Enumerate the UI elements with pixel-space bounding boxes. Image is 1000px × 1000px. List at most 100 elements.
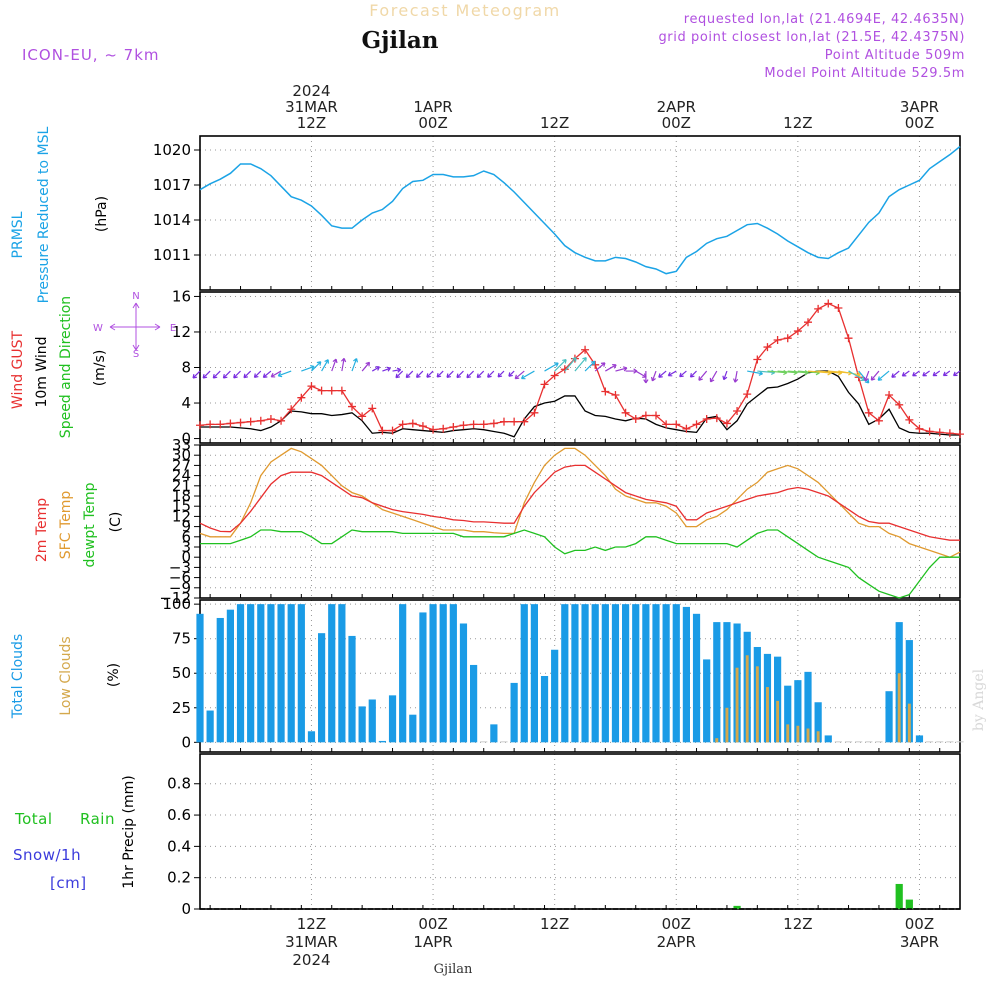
y-tick-label: 0.8	[167, 775, 191, 793]
low-cloud-bar	[806, 728, 810, 743]
wind-gust-marker	[550, 371, 559, 380]
temp-sfc-label: SFC Temp	[58, 491, 74, 560]
wind-gust-marker	[358, 412, 367, 421]
wind-direction-arrow	[520, 370, 535, 380]
y-tick-label: 1014	[153, 211, 191, 229]
wind-gust-marker	[925, 427, 934, 436]
y-tick-label: −9	[169, 579, 191, 597]
wind-gust-marker	[317, 386, 326, 395]
wind-gust-marker	[753, 355, 762, 364]
top-time-label: 12Z	[540, 114, 569, 132]
wind-unit: (m/s)	[92, 350, 108, 387]
wind-direction-arrow	[487, 370, 495, 378]
total-cloud-bar	[338, 604, 346, 743]
bottom-time-label: 3APR	[900, 933, 939, 951]
total-cloud-bar	[723, 622, 731, 743]
wind-direction-arrow	[508, 370, 515, 377]
wind-gust-marker	[945, 429, 954, 438]
total-cloud-bar	[490, 724, 498, 743]
low-cloud-bar	[745, 655, 749, 743]
total-cloud-bar	[672, 604, 680, 743]
total-cloud-bar	[662, 604, 670, 743]
wind-direction-arrow	[192, 370, 201, 379]
total-cloud-bar	[267, 604, 275, 743]
top-time-label: 12Z	[783, 114, 812, 132]
wind-gust-marker	[793, 327, 802, 336]
total-cloud-bar	[652, 604, 660, 743]
y-tick-label: 27	[172, 456, 191, 474]
low-cloud-bar	[776, 700, 780, 743]
bottom-time-label: 12Z	[783, 915, 812, 933]
precip-bar	[733, 905, 741, 909]
wind-direction-arrow	[643, 371, 649, 384]
wind-gust-marker	[388, 426, 397, 435]
clouds-unit: (%)	[106, 663, 122, 687]
chart-title: Forecast Meteogram	[369, 1, 560, 20]
y-tick-label: 25	[172, 699, 191, 717]
wind-gust-marker	[196, 421, 204, 430]
y-tick-label: 75	[172, 630, 191, 648]
wind-direction-arrow	[891, 370, 900, 378]
pressure-unit: (hPa)	[94, 196, 110, 232]
wind-direction-arrow	[392, 367, 402, 373]
top-time-label: 3APR	[900, 98, 939, 116]
wind-gust-marker	[712, 414, 721, 423]
bottom-time-label: 00Z	[662, 915, 691, 933]
wind-gust-marker	[398, 420, 407, 429]
wind-gust-marker	[733, 407, 742, 416]
low-cloud-bar	[816, 731, 820, 743]
wind-gust-marker	[682, 424, 691, 433]
total-cloud-bar	[358, 706, 366, 743]
wind-gust-marker	[814, 304, 823, 313]
bottom-time-label: 31MAR	[285, 933, 338, 951]
dewpoint-label: dewpt Temp	[82, 482, 98, 567]
compass-east: E	[170, 323, 176, 334]
wind-gust-marker	[418, 422, 427, 431]
bottom-time-label: 2024	[292, 951, 330, 969]
temp-2m-line	[199, 464, 960, 541]
total-cloud-bar	[956, 741, 964, 743]
wind-gust-label: Wind GUST	[10, 330, 26, 409]
wind-direction-arrow	[262, 370, 272, 378]
wind-direction-arrow	[877, 370, 890, 381]
wind-gust-marker	[287, 405, 296, 414]
y-tick-label: 15	[172, 497, 191, 515]
y-tick-label: 1017	[153, 176, 191, 194]
y-tick-label: 0.4	[167, 837, 191, 855]
total-cloud-bar	[318, 633, 326, 743]
low-cloud-bar	[755, 666, 759, 743]
wind-direction-arrow	[901, 370, 910, 377]
wind-gust-marker	[560, 365, 569, 374]
y-tick-label: 18	[172, 487, 191, 505]
total-cloud-bar	[713, 622, 721, 743]
wind-gust-marker	[601, 387, 610, 396]
wind-gust-marker	[834, 303, 843, 312]
total-cloud-bar	[500, 741, 508, 743]
y-tick-label: 0	[181, 733, 191, 751]
wind-direction-arrow	[497, 370, 505, 378]
wind-10m-label: 10m Wind	[34, 336, 50, 407]
precip-snow-unit: [cm]	[50, 874, 87, 892]
wind-direction-arrow	[202, 370, 211, 379]
total-cloud-bar	[419, 612, 427, 743]
wind-direction-arrow	[466, 370, 475, 379]
wind-speed-line	[200, 370, 960, 438]
top-time-label: 2024	[292, 82, 330, 100]
bottom-time-label: 00Z	[905, 915, 934, 933]
wind-direction-arrow	[321, 359, 329, 372]
total-cloud-bar	[936, 741, 944, 743]
wind-direction-arrow	[635, 370, 647, 378]
wind-gust-marker	[662, 420, 671, 429]
wind-direction-arrow	[514, 370, 525, 380]
wind-direction-arrow	[848, 370, 866, 382]
low-cloud-bar	[766, 687, 769, 743]
dewpoint-line	[200, 529, 960, 599]
wind-gust-marker	[621, 408, 630, 417]
wind-gust-line	[199, 302, 961, 435]
pressure-line	[199, 145, 961, 275]
point-altitude: Point Altitude 509m	[825, 48, 965, 63]
wind-direction-arrow	[863, 370, 870, 382]
total-cloud-bar	[814, 702, 822, 743]
y-tick-label: 0	[181, 430, 191, 448]
wind-direction-arrow	[371, 366, 381, 372]
